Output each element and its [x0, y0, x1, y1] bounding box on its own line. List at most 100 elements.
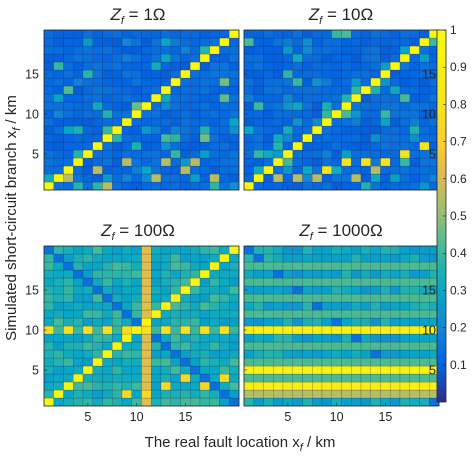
heatmap-cell	[190, 77, 201, 87]
heatmap-cell	[180, 173, 191, 183]
heatmap-cell	[370, 389, 381, 399]
heatmap-cell	[82, 45, 94, 55]
heatmap-cell	[92, 85, 103, 95]
heatmap-cell	[63, 309, 74, 319]
heatmap-cell	[229, 253, 240, 263]
heatmap-cell	[229, 301, 240, 311]
heatmap-cell	[341, 157, 352, 167]
heatmap-cell	[190, 37, 201, 47]
heatmap-cell	[302, 373, 313, 383]
x-tick-label: 10	[130, 410, 144, 424]
heatmap-cell	[370, 165, 381, 175]
heatmap-cell	[331, 261, 342, 271]
heatmap-cell	[82, 245, 94, 255]
heatmap-cell	[209, 333, 220, 343]
colorbar-tick-label: 0.5	[450, 209, 467, 223]
heatmap-cell	[112, 29, 123, 39]
heatmap-cell	[302, 157, 313, 167]
heatmap-cell	[190, 325, 201, 335]
heatmap-cells-tr	[243, 29, 440, 191]
heatmap-cell	[73, 53, 84, 63]
heatmap-cell	[53, 397, 64, 407]
heatmap-cell	[82, 133, 94, 143]
heatmap-cell	[141, 373, 152, 383]
heatmap-cell	[180, 61, 191, 71]
heatmap-cell	[53, 77, 64, 87]
heatmap-cell	[112, 109, 123, 119]
heatmap-cell	[292, 389, 303, 399]
heatmap-cell	[229, 37, 240, 47]
heatmap-cell	[370, 397, 381, 407]
heatmap-cell	[370, 285, 381, 295]
heatmap-cell	[360, 357, 372, 367]
heatmap-cell	[82, 125, 94, 135]
heatmap-cell	[102, 293, 113, 303]
heatmap-cell	[253, 301, 264, 311]
heatmap-cell	[151, 133, 162, 143]
heatmap-cell	[102, 37, 113, 47]
heatmap-cell	[292, 277, 303, 287]
heatmap-cell	[112, 117, 123, 127]
heatmap-cell	[219, 45, 230, 55]
heatmap-cell	[219, 373, 230, 383]
heatmap-cell	[170, 333, 181, 343]
heatmap-cell	[180, 125, 191, 135]
y-tick-label: 15	[25, 68, 39, 82]
heatmap-cell	[190, 173, 201, 183]
heatmap-cell	[43, 101, 55, 111]
heatmap-cell	[92, 149, 103, 159]
heatmap-cell	[399, 157, 411, 167]
heatmap-cell	[73, 309, 84, 319]
heatmap-cell	[160, 389, 172, 399]
heatmap-cell	[419, 181, 430, 191]
heatmap-cell	[190, 133, 201, 143]
heatmap-cell	[312, 45, 323, 55]
heatmap-cell	[419, 349, 430, 359]
heatmap-cell	[112, 149, 123, 159]
heatmap-cell	[341, 333, 352, 343]
heatmap-cell	[180, 109, 191, 119]
heatmap-cell	[43, 245, 55, 255]
heatmap-cell	[390, 181, 401, 191]
heatmap-cell	[312, 141, 323, 151]
heatmap-cell	[243, 157, 255, 167]
heatmap-cell	[399, 69, 411, 79]
heatmap-cell	[399, 125, 411, 135]
heatmap-cell	[419, 133, 430, 143]
heatmap-cell	[390, 85, 401, 95]
heatmap-cell	[199, 285, 211, 295]
heatmap-cell	[419, 365, 430, 375]
heatmap-cell	[43, 293, 55, 303]
heatmap-cell	[302, 301, 313, 311]
heatmap-cell	[92, 269, 103, 279]
heatmap-cell	[263, 381, 274, 391]
heatmap-cell	[321, 317, 333, 327]
heatmap-cell	[341, 77, 352, 87]
heatmap-cell	[160, 101, 172, 111]
heatmap-cell	[141, 301, 152, 311]
panel-title-tr: Zf = 10Ω	[308, 5, 373, 27]
heatmap-cell	[121, 245, 133, 255]
heatmap-cell	[170, 365, 181, 375]
colorbar-tick-label: 0.1	[450, 358, 467, 372]
heatmap-cell	[263, 45, 274, 55]
heatmap-cell	[253, 29, 264, 39]
heatmap-cell	[151, 293, 162, 303]
x-tick-label: 10	[330, 410, 344, 424]
heatmap-cell	[360, 37, 372, 47]
x-axis-label: The real fault location xf / km	[145, 434, 336, 454]
heatmap-cell	[43, 85, 55, 95]
heatmap-cell	[121, 341, 133, 351]
heatmap-cell	[53, 365, 64, 375]
heatmap-cell	[312, 53, 323, 63]
heatmap-cell	[331, 53, 342, 63]
heatmap-cell	[263, 53, 274, 63]
heatmap-cell	[92, 61, 103, 71]
heatmap-cell	[43, 301, 55, 311]
heatmap-cell	[263, 349, 274, 359]
heatmap-cell	[321, 45, 333, 55]
heatmap-cell	[370, 117, 381, 127]
heatmap-cell	[321, 149, 333, 159]
heatmap-cell	[380, 261, 391, 271]
